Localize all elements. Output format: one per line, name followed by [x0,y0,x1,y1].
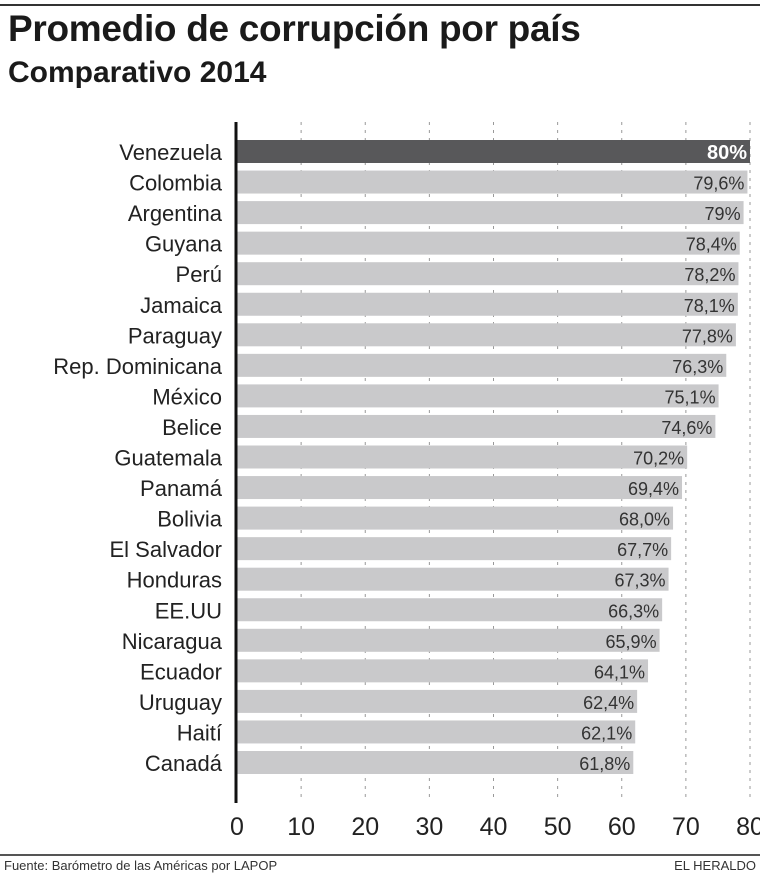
category-label: Guatemala [114,446,222,471]
category-label: Venezuela [119,140,223,165]
bar [237,170,748,194]
source-note: Fuente: Barómetro de las Américas por LA… [4,858,278,873]
value-label: 62,4% [583,693,634,713]
chart-title: Promedio de corrupción por país [8,8,581,49]
value-label: 75,1% [665,387,716,407]
category-label: Jamaica [140,293,223,318]
bar [237,414,716,438]
category-label: México [152,384,222,409]
category-label: Panamá [140,476,223,501]
category-label: Bolivia [157,507,223,532]
value-label: 70,2% [633,449,684,469]
category-label: Canadá [145,751,223,776]
value-label: 78,4% [686,235,737,255]
bar [237,506,674,530]
bar [237,231,740,255]
bar [237,140,750,163]
footer-rule [0,854,760,856]
category-label: El Salvador [109,537,222,562]
bar [237,659,649,683]
bar [237,751,634,774]
brand-name: EL HERALDO [674,858,756,873]
category-label: Colombia [129,171,223,196]
category-label: Nicaragua [122,629,223,654]
bar [237,537,672,561]
bar [237,476,683,500]
value-label: 66,3% [608,601,659,621]
bar [237,567,669,591]
bar [237,353,727,377]
category-label: Belice [162,415,222,440]
category-label: Ecuador [140,659,222,684]
bar-chart: Venezuela 80% Colombia 79,6% Argentina 79% Guy… [53,122,760,841]
x-tick-label: 0 [230,813,244,841]
x-tick-label: 30 [415,813,443,841]
category-label: Haití [177,720,222,745]
value-label: 67,3% [615,571,666,591]
x-tick-label: 80 [736,813,760,841]
bar [237,720,636,744]
x-tick-label: 50 [544,813,572,841]
bar [237,384,719,408]
bar [237,201,744,225]
x-tick-label: 70 [672,813,700,841]
category-label: Guyana [145,232,223,257]
bar [237,292,738,316]
value-label: 67,7% [617,540,668,560]
value-label: 79,6% [693,174,744,194]
value-label: 61,8% [579,754,630,774]
bar [237,445,688,469]
value-label: 80% [707,142,747,164]
bar [237,262,739,286]
value-label: 77,8% [682,326,733,346]
category-label: Paraguay [128,323,222,348]
category-label: Uruguay [139,690,222,715]
value-label: 65,9% [606,632,657,652]
bar [237,628,660,652]
value-label: 74,6% [661,418,712,438]
chart-subtitle: Comparativo 2014 [8,56,267,89]
top-rule [0,4,760,6]
bar [237,689,638,713]
x-tick-label: 20 [351,813,379,841]
bar [237,598,663,622]
value-label: 78,1% [684,296,735,316]
x-tick-label: 40 [480,813,508,841]
category-label: Perú [176,262,222,287]
category-label: Argentina [128,201,223,226]
x-tick-label: 10 [287,813,315,841]
bar [237,323,736,347]
x-tick-label: 60 [608,813,636,841]
category-label: EE.UU [155,598,222,623]
value-label: 76,3% [672,357,723,377]
value-label: 62,1% [581,723,632,743]
value-label: 69,4% [628,479,679,499]
value-label: 64,1% [594,662,645,682]
category-label: Rep. Dominicana [53,354,223,379]
value-label: 68,0% [619,510,670,530]
category-label: Honduras [127,568,222,593]
value-label: 78,2% [684,265,735,285]
value-label: 79% [705,204,741,224]
